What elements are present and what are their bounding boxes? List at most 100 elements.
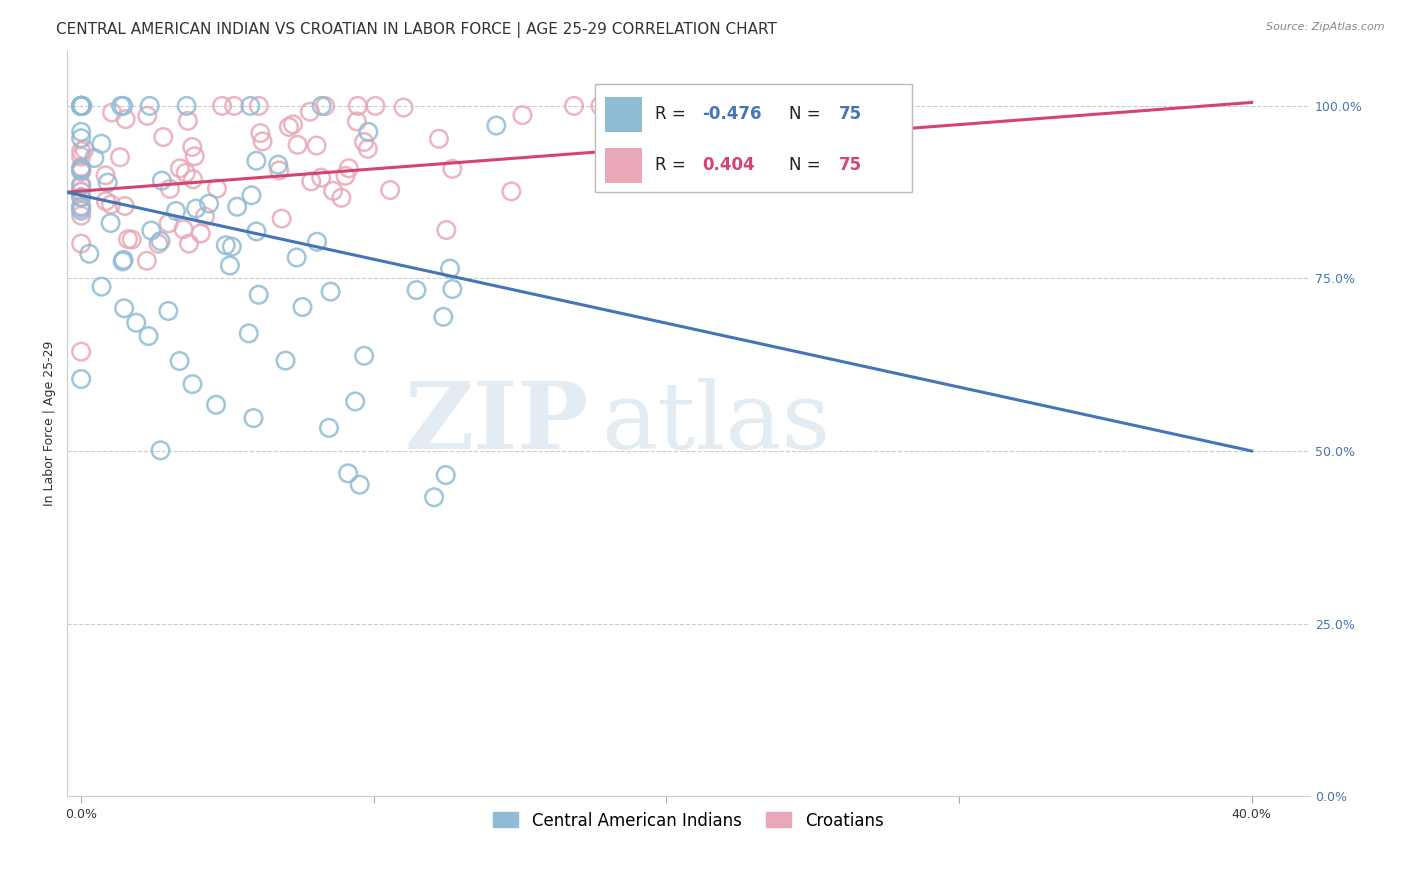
Text: -0.476: -0.476 [702, 105, 762, 123]
Point [181, 140, 204, 154]
Point [349, 477, 371, 491]
Point [70, 190, 93, 204]
Point [432, 310, 454, 324]
Text: 0.404: 0.404 [702, 156, 755, 174]
Bar [605, 97, 643, 132]
Point [512, 108, 534, 122]
Point [70, 190, 93, 204]
Point [117, 232, 139, 246]
Point [226, 200, 249, 214]
Point [70, 201, 93, 215]
Point [70, 201, 93, 215]
Point [157, 216, 180, 230]
Point [125, 316, 148, 330]
Point [270, 211, 292, 226]
Point [194, 210, 217, 224]
Point [157, 304, 180, 318]
Point [353, 349, 375, 363]
Legend: Central American Indians, Croatians: Central American Indians, Croatians [486, 805, 890, 836]
Point [221, 240, 243, 254]
Point [242, 411, 264, 425]
Point [159, 182, 181, 196]
Point [344, 394, 367, 409]
Text: N =: N = [789, 156, 825, 174]
Point [100, 216, 122, 230]
Point [165, 204, 187, 219]
Point [357, 142, 380, 156]
Point [423, 490, 446, 504]
Text: ZIP: ZIP [405, 378, 589, 468]
Point [346, 114, 368, 128]
Point [181, 172, 204, 186]
Point [77, 247, 100, 261]
Point [219, 259, 242, 273]
Point [70, 99, 93, 113]
Point [70, 160, 93, 174]
Point [357, 125, 380, 139]
Point [392, 101, 415, 115]
Point [441, 161, 464, 176]
Point [427, 132, 450, 146]
Point [314, 99, 336, 113]
Point [337, 467, 360, 481]
Point [70, 372, 93, 386]
Point [97, 176, 120, 190]
Point [211, 99, 233, 113]
Point [70, 99, 93, 113]
Point [346, 99, 368, 113]
Point [94, 169, 117, 183]
Point [70, 99, 93, 113]
Point [101, 105, 124, 120]
Point [501, 185, 523, 199]
Point [135, 253, 157, 268]
Bar [605, 148, 643, 183]
Point [70, 99, 93, 113]
Point [70, 131, 93, 145]
Point [318, 421, 340, 435]
Point [307, 235, 329, 249]
Point [149, 443, 172, 458]
Point [249, 126, 271, 140]
Point [184, 202, 207, 216]
Point [70, 236, 93, 251]
Point [311, 99, 333, 113]
Point [90, 136, 112, 151]
Point [239, 99, 262, 113]
Text: 75: 75 [839, 156, 862, 174]
Point [70, 144, 93, 158]
Point [138, 329, 160, 343]
Point [337, 161, 360, 176]
Point [114, 112, 136, 127]
Point [176, 99, 198, 113]
Point [441, 282, 464, 296]
Point [238, 326, 260, 341]
Point [94, 194, 117, 209]
Point [121, 232, 143, 246]
Point [136, 109, 159, 123]
Point [364, 99, 387, 113]
Text: Source: ZipAtlas.com: Source: ZipAtlas.com [1267, 22, 1385, 32]
Point [70, 185, 93, 199]
Point [70, 344, 93, 359]
Point [267, 158, 290, 172]
Point [562, 99, 585, 113]
Point [245, 224, 267, 238]
Point [330, 191, 353, 205]
Point [247, 99, 270, 113]
Point [152, 130, 174, 145]
Point [149, 234, 172, 248]
Point [111, 254, 134, 268]
Point [173, 222, 195, 236]
Point [291, 300, 314, 314]
Point [309, 170, 332, 185]
Point [380, 183, 402, 197]
Point [70, 209, 93, 223]
Point [70, 99, 93, 113]
Point [177, 236, 200, 251]
Point [70, 164, 93, 178]
Point [148, 236, 170, 251]
Point [335, 169, 357, 183]
Point [198, 196, 221, 211]
Point [181, 377, 204, 392]
Point [183, 149, 205, 163]
